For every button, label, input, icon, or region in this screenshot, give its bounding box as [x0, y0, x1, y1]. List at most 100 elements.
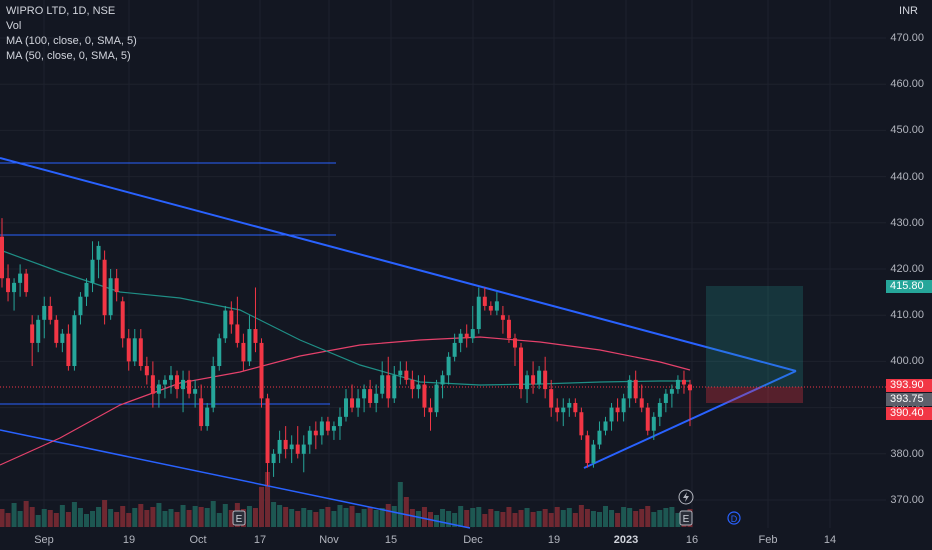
vol-indicator-label[interactable]: Vol	[6, 20, 22, 32]
price-axis-label: 460.00	[890, 78, 924, 91]
candle-body	[603, 421, 608, 431]
candle-body	[519, 347, 524, 390]
time-axis-label: 2023	[613, 534, 639, 546]
candle-body	[114, 278, 119, 293]
earnings-icon: E	[232, 510, 246, 526]
volume-bar	[566, 508, 572, 527]
time-axis-label: Dec	[463, 534, 483, 546]
chart-legend: WIPRO LTD, 1D, NSE Vol MA (100, close, 0…	[6, 4, 137, 64]
price-tag: 393.75	[886, 393, 932, 406]
candle-body	[271, 453, 276, 464]
candle-body	[42, 305, 47, 320]
candle-body	[452, 342, 457, 357]
candle-body	[500, 315, 505, 320]
candle-body	[567, 402, 572, 408]
candle-body	[199, 398, 204, 427]
volume-bar	[132, 508, 138, 527]
candle-body	[289, 444, 294, 450]
volume-bar	[83, 514, 89, 527]
candle-body	[205, 407, 210, 427]
candle-body	[307, 430, 312, 445]
volume-bar	[343, 508, 349, 527]
volume-bar	[590, 511, 596, 527]
volume-bar	[325, 507, 331, 527]
volume-bar	[77, 508, 83, 527]
price-axis-label: 420.00	[890, 263, 924, 275]
symbol-title[interactable]: WIPRO LTD, 1D, NSE	[6, 5, 116, 17]
volume-bar	[379, 508, 385, 527]
volume-bar	[198, 507, 204, 527]
volume-bar	[621, 507, 627, 527]
candle-body	[175, 375, 180, 390]
volume-bar	[283, 507, 289, 527]
volume-bar	[524, 508, 530, 527]
svg-text:D: D	[731, 514, 738, 524]
candle-body	[344, 398, 348, 417]
price-axis-label: 400.00	[890, 355, 924, 368]
volume-bar	[307, 510, 313, 527]
candle-body	[416, 384, 421, 390]
candle-body	[90, 259, 95, 283]
candle-body	[78, 296, 83, 316]
time-axis-label: 15	[384, 534, 398, 546]
candle-body	[181, 379, 186, 390]
price-axis-label: 470.00	[890, 32, 924, 44]
volume-bar	[488, 509, 494, 527]
volume-bar	[102, 500, 108, 527]
price-axis-label: 380.00	[890, 447, 924, 460]
volume-bar	[645, 506, 651, 527]
volume-bar	[657, 510, 663, 527]
candle-body	[386, 375, 391, 399]
volume-bar	[361, 509, 367, 527]
volume-bar	[596, 512, 602, 527]
candle-body	[277, 439, 282, 454]
volume-bar	[59, 505, 65, 527]
candle-body	[187, 379, 192, 394]
volume-bar	[47, 510, 53, 527]
volume-bar	[289, 509, 295, 527]
candle-body	[681, 379, 686, 385]
volume-bar	[464, 510, 470, 527]
time-axis-label: 17	[253, 534, 267, 546]
ma100-indicator-label[interactable]: MA (100, close, 0, SMA, 5)	[6, 35, 137, 47]
currency-label[interactable]: INR	[899, 5, 918, 17]
candle-body	[12, 282, 17, 293]
price-tag: 415.80	[886, 280, 932, 293]
volume-bar	[385, 504, 391, 527]
candle-body	[283, 439, 288, 450]
volume-bar	[548, 513, 554, 527]
volume-bar	[186, 510, 192, 527]
volume-bar	[627, 508, 633, 527]
time-axis-label: 19	[547, 534, 561, 546]
long-position-target	[706, 286, 803, 387]
candle-body	[440, 375, 445, 385]
volume-bar	[506, 507, 512, 527]
candle-body	[295, 444, 300, 454]
candle-body	[651, 416, 656, 431]
candle-body	[464, 333, 469, 339]
candle-body	[0, 236, 4, 279]
candle-body	[428, 407, 433, 413]
ma50-indicator-label[interactable]: MA (50, close, 0, SMA, 5)	[6, 50, 131, 62]
volume-bar	[482, 514, 488, 527]
candle-body	[241, 342, 246, 362]
volume-bar	[349, 506, 355, 527]
volume-bar	[5, 513, 11, 527]
volume-bar	[11, 503, 17, 527]
volume-bar	[252, 508, 258, 527]
candle-body	[506, 319, 511, 339]
volume-bar	[168, 509, 174, 527]
candle-body	[476, 296, 481, 330]
volume-bar	[470, 508, 476, 527]
candle-body	[150, 375, 155, 394]
volume-bar	[265, 472, 271, 527]
price-tag: 393.90	[886, 379, 932, 392]
volume-bar	[53, 513, 59, 527]
upper-trendline	[0, 157, 797, 372]
channel-line	[0, 429, 471, 529]
volume-bar	[476, 507, 482, 527]
candle-body	[301, 444, 306, 454]
ma50-line	[0, 249, 690, 386]
candle-body	[434, 384, 439, 413]
